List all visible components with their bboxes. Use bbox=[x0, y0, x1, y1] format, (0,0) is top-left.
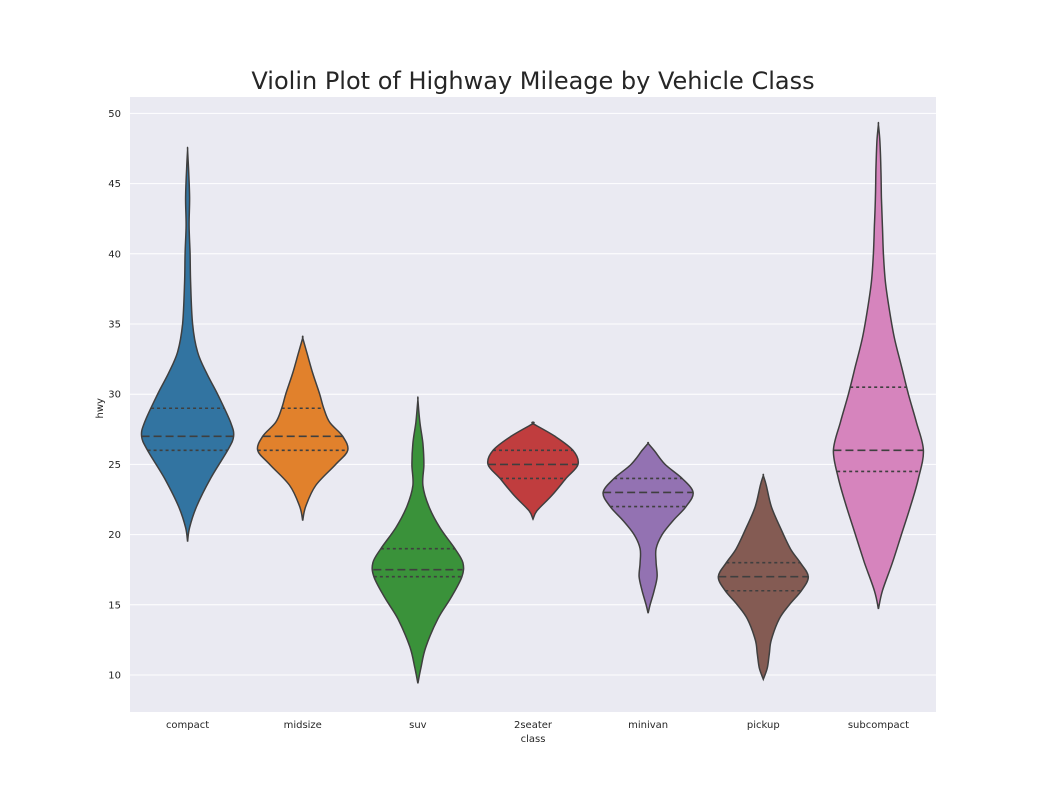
y-tick-label: 10 bbox=[108, 671, 121, 682]
violin-body-subcompact bbox=[832, 121, 925, 610]
violins bbox=[140, 121, 925, 684]
x-tick-label-midsize: midsize bbox=[284, 720, 322, 731]
x-axis-ticks: compact midsize suv 2seater minivan pickup sub… bbox=[166, 720, 909, 731]
y-tick-label: 25 bbox=[108, 460, 121, 471]
violin-midsize bbox=[256, 335, 349, 521]
violin-compact bbox=[140, 146, 235, 542]
y-axis-label: hwy bbox=[95, 398, 106, 419]
violin-subcompact bbox=[832, 121, 925, 610]
y-tick-label: 40 bbox=[108, 249, 121, 260]
violin-minivan bbox=[602, 441, 694, 614]
x-tick-label-pickup: pickup bbox=[747, 720, 780, 731]
y-axis-ticks: 10 15 20 25 30 35 40 45 50 bbox=[108, 109, 121, 682]
violin-body-suv bbox=[371, 396, 465, 684]
y-tick-label: 50 bbox=[108, 109, 121, 120]
violin-body-minivan bbox=[602, 441, 694, 614]
y-tick-label: 15 bbox=[108, 600, 121, 611]
y-tick-label: 35 bbox=[108, 320, 121, 331]
violin-pickup bbox=[717, 473, 810, 682]
x-tick-label-suv: suv bbox=[409, 720, 427, 731]
y-tick-label: 45 bbox=[108, 179, 121, 190]
y-tick-label: 20 bbox=[108, 530, 121, 541]
violin-body-compact bbox=[140, 146, 235, 542]
x-tick-label-compact: compact bbox=[166, 720, 209, 731]
gridlines bbox=[130, 112, 936, 676]
x-tick-label-2seater: 2seater bbox=[514, 720, 553, 731]
x-axis-label: class bbox=[521, 734, 546, 745]
violin-body-2seater bbox=[486, 421, 580, 521]
x-tick-label-subcompact: subcompact bbox=[848, 720, 909, 731]
y-tick-label: 30 bbox=[108, 390, 121, 401]
x-tick-label-minivan: minivan bbox=[628, 720, 668, 731]
violin-body-pickup bbox=[717, 473, 810, 682]
violin-2seater bbox=[486, 421, 580, 521]
violin-suv bbox=[371, 396, 465, 684]
violin-body-midsize bbox=[256, 335, 349, 521]
plot-area bbox=[130, 97, 936, 712]
chart-title: Violin Plot of Highway Mileage by Vehicl… bbox=[251, 67, 814, 95]
